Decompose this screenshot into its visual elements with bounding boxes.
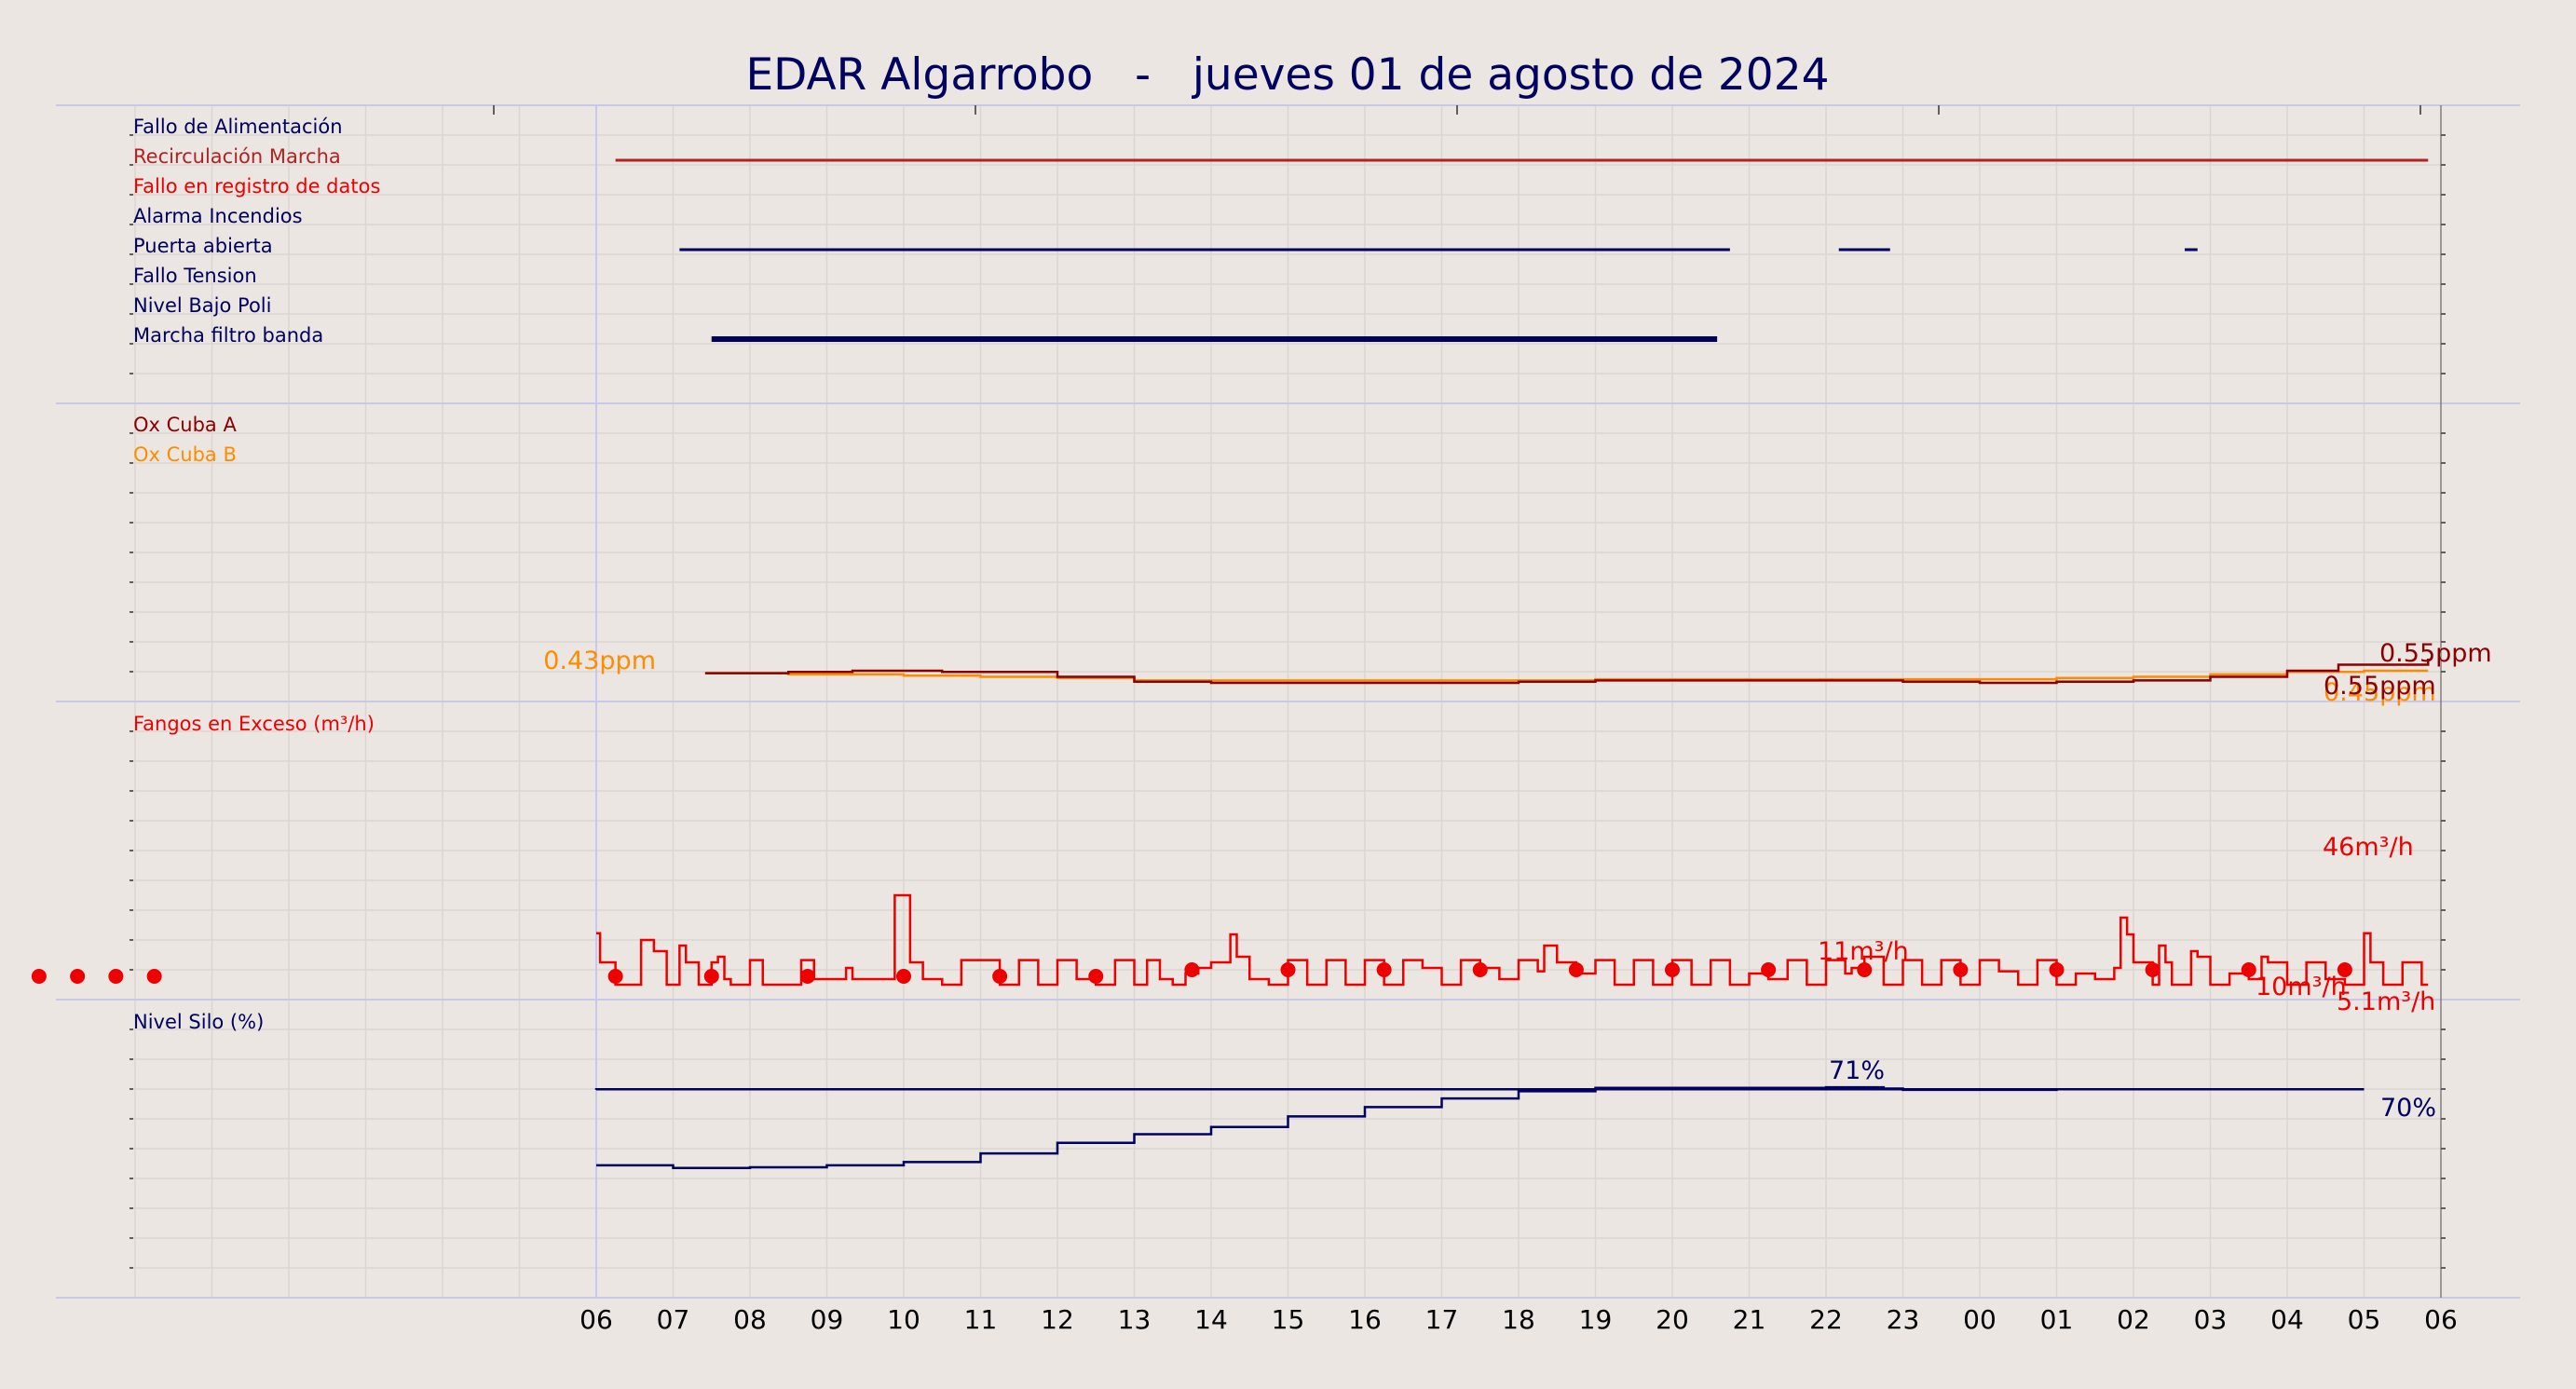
x-tick-label: 20 [1656, 1304, 1689, 1335]
sludge-marker [1857, 962, 1873, 977]
sludge-marker [1953, 962, 1969, 977]
sludge-marker [607, 969, 623, 984]
sludge-marker [1472, 962, 1488, 977]
ox-line [704, 659, 2430, 685]
panels-layer: Fallo de Alimentación Recirculación March… [31, 116, 2492, 1169]
sludge-marker [1280, 962, 1296, 977]
ox-annotation-max: 0.55ppm [2379, 639, 2492, 668]
panel-excess-sludge: Fangos en Exceso (m³/h) 46m³/h 11m³/h 10m³/… [31, 713, 2435, 1016]
signal-label: Fallo Tension [133, 265, 257, 287]
signal-label: Fallo en registro de datos [133, 175, 380, 197]
panel-silo-level: Nivel Silo (%) 71% 70% [133, 1011, 2436, 1169]
x-tick-label: 06 [2424, 1304, 2458, 1335]
signal-label: Puerta abierta [133, 235, 273, 257]
x-tick-label: 01 [2040, 1304, 2074, 1335]
grid-layer [56, 104, 2520, 1299]
sludge-marker [70, 969, 86, 984]
x-tick-label: 19 [1579, 1304, 1613, 1335]
x-tick-label: 16 [1348, 1304, 1382, 1335]
sludge-marker [1568, 962, 1584, 977]
sludge-marker [992, 969, 1008, 984]
sludge-marker [799, 969, 815, 984]
series-label-ox-cuba-a: Ox Cuba A [133, 414, 237, 436]
x-tick-label: 10 [887, 1304, 920, 1335]
x-axis: 06 07 08 09 10 11 12 13 14 15 16 17 18 19 20 21 22 23 00 01… [579, 1304, 2458, 1335]
x-tick-label: 05 [2348, 1304, 2381, 1335]
x-tick-label: 21 [1733, 1304, 1766, 1335]
sludge-marker [2145, 962, 2160, 977]
signal-label: Recirculación Marcha [133, 145, 341, 168]
x-tick-label: 15 [1272, 1304, 1305, 1335]
ox-annotation-last-b: 0.45ppm [2324, 678, 2436, 707]
x-tick-label: 14 [1194, 1304, 1228, 1335]
sludge-marker [108, 969, 124, 984]
ox-annotation-last-a: 0.55ppm [2324, 672, 2436, 701]
x-tick-label: 06 [579, 1304, 613, 1335]
sludge-marker [1088, 969, 1104, 984]
sludge-marker [1184, 962, 1200, 977]
x-tick-label: 09 [811, 1304, 844, 1335]
x-tick-label: 04 [2270, 1304, 2304, 1335]
signal-label: Nivel Bajo Poli [133, 294, 271, 317]
x-tick-label: 08 [733, 1304, 767, 1335]
chart-title: EDAR Algarrobo - jueves 01 de agosto de … [745, 49, 1829, 101]
sludge-marker [31, 969, 47, 984]
series-label-silo: Nivel Silo (%) [133, 1011, 264, 1033]
sludge-marker [896, 969, 911, 984]
sludge-marker [703, 969, 719, 984]
x-tick-label: 11 [964, 1304, 998, 1335]
sludge-annotation-last: 5.1m³/h [2337, 987, 2435, 1016]
x-tick-label: 18 [1502, 1304, 1535, 1335]
ox-annotation-start: 0.43ppm [543, 647, 656, 675]
sludge-line [596, 893, 2429, 987]
x-tick-label: 23 [1887, 1304, 1920, 1335]
silo-line [594, 1085, 2365, 1169]
x-tick-label: 03 [2194, 1304, 2228, 1335]
panel-oxygen: Ox Cuba AOx Cuba B0.43ppm 0.55ppm0.45ppm0… [133, 414, 2492, 707]
x-tick-label: 17 [1425, 1304, 1459, 1335]
sludge-annotation-min: 10m³/h [2256, 973, 2347, 1001]
series-label-ox-cuba-b: Ox Cuba B [133, 443, 237, 466]
sludge-annotation-max: 46m³/h [2323, 833, 2414, 862]
sludge-marker [2337, 962, 2352, 977]
x-tick-label: 22 [1809, 1304, 1843, 1335]
x-tick-label: 12 [1041, 1304, 1074, 1335]
sludge-marker [1665, 962, 1680, 977]
silo-annotation-last: 70% [2380, 1094, 2436, 1123]
x-tick-label: 00 [1963, 1304, 1997, 1335]
x-tick-label: 07 [657, 1304, 690, 1335]
sludge-marker [1376, 962, 1392, 977]
signal-label: Alarma Incendios [133, 205, 303, 227]
x-tick-label: 13 [1118, 1304, 1152, 1335]
signal-label: Marcha filtro banda [133, 324, 323, 347]
signal-label: Fallo de Alimentación [133, 116, 343, 138]
panel-digital-signals: Fallo de Alimentación Recirculación March… [133, 116, 2429, 347]
sludge-marker [2049, 962, 2065, 977]
x-tick-label: 02 [2117, 1304, 2150, 1335]
sludge-marker [2241, 962, 2256, 977]
sludge-marker [1761, 962, 1777, 977]
series-label-fangos: Fangos en Exceso (m³/h) [133, 713, 375, 735]
sludge-marker [146, 969, 162, 984]
sludge-annotation-mean: 11m³/h [1818, 937, 1909, 966]
silo-annotation-max: 71% [1829, 1056, 1885, 1085]
